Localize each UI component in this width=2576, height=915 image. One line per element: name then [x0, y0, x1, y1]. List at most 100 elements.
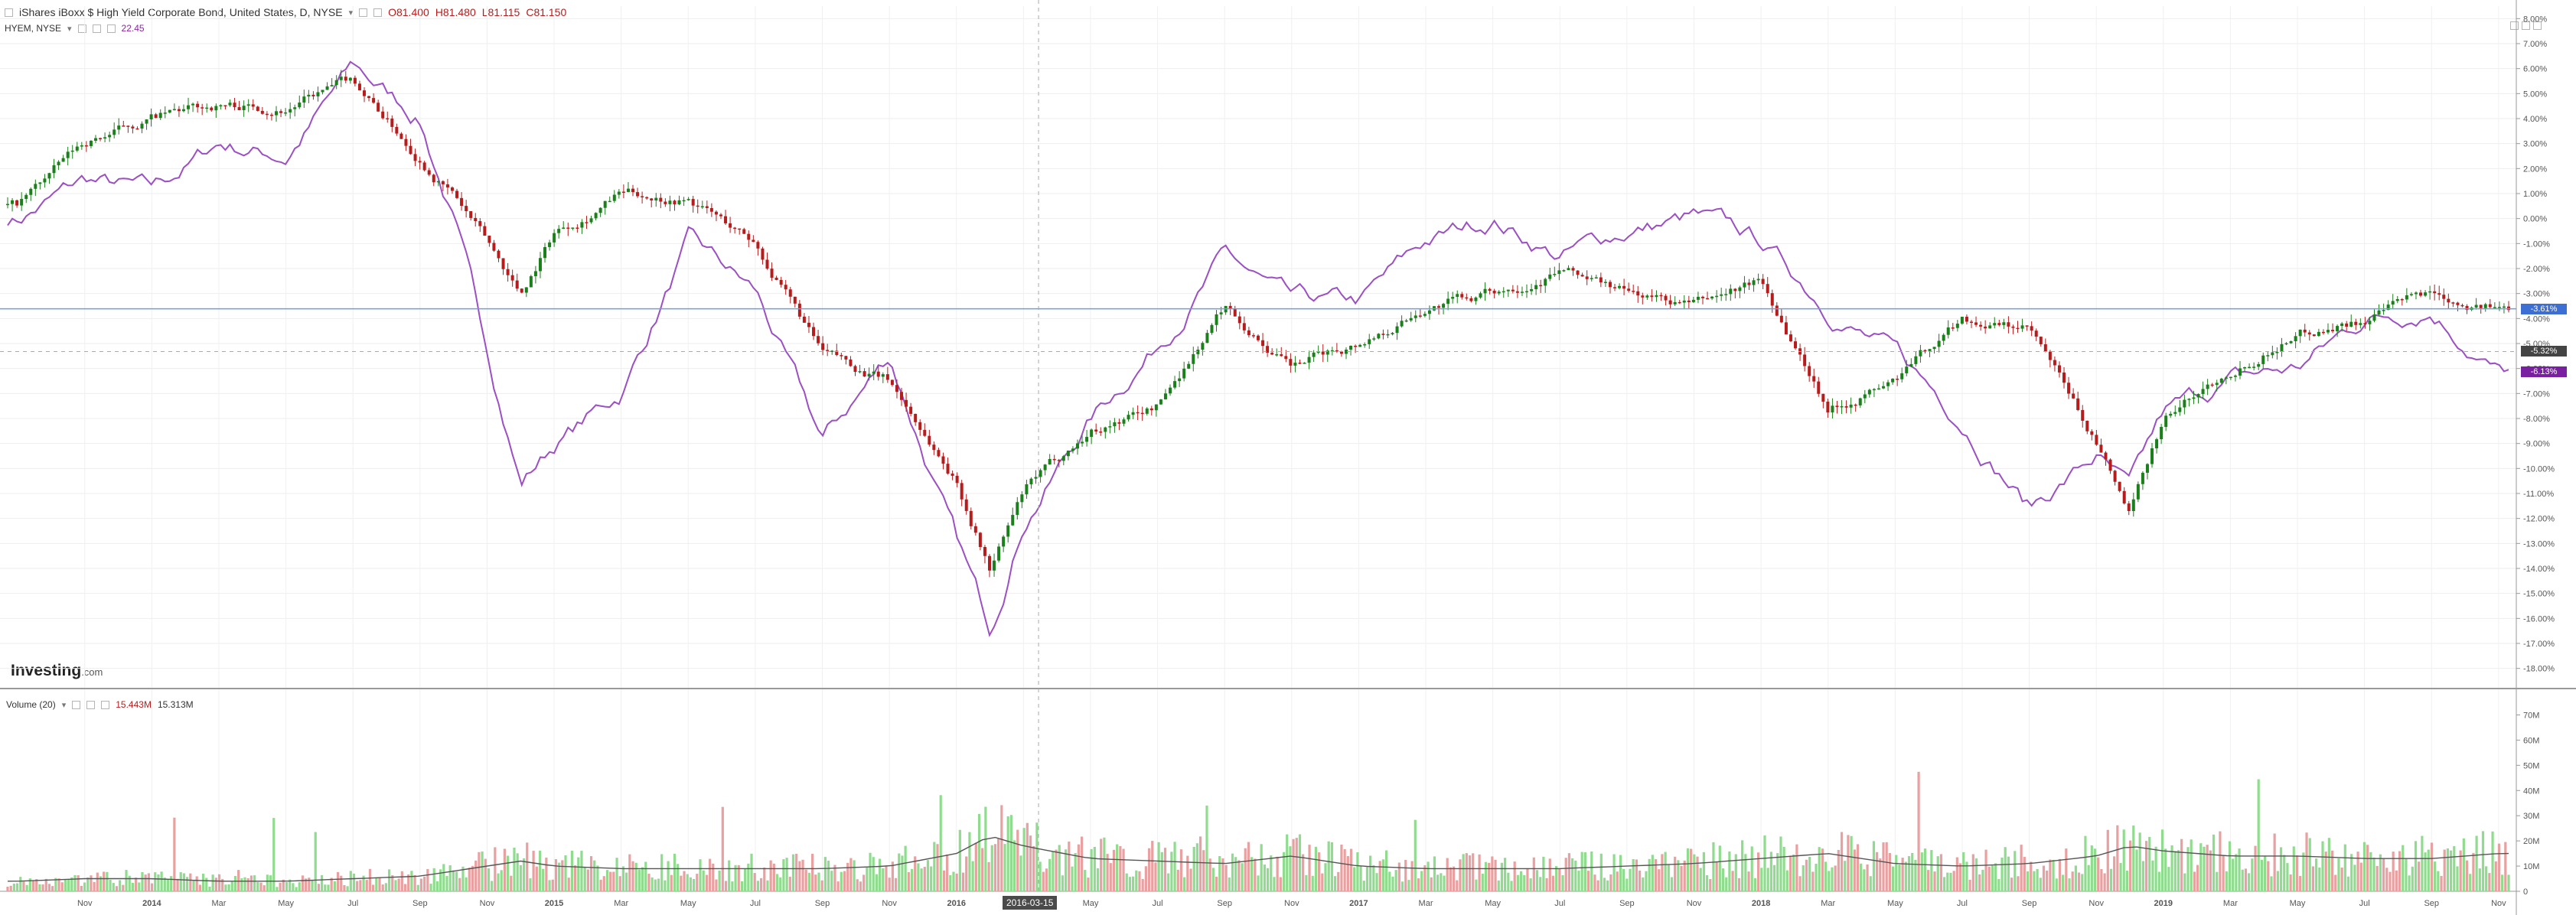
candle: [969, 510, 973, 526]
collapse-icon[interactable]: [5, 8, 13, 17]
visibility-icon[interactable]: [77, 24, 86, 33]
volume-bar: [618, 876, 621, 891]
candle: [1145, 408, 1149, 414]
volume-bar: [481, 852, 484, 891]
candle: [964, 499, 968, 511]
candle: [2349, 321, 2353, 327]
volume-bar: [981, 848, 984, 891]
volume-bar: [2389, 871, 2392, 891]
volume-bar: [494, 847, 497, 891]
candle: [1354, 345, 1358, 347]
close-icon[interactable]: [101, 700, 110, 709]
volume-bar: [419, 878, 423, 891]
volume-bar: [1712, 842, 1715, 891]
close-icon[interactable]: [106, 24, 116, 33]
candle: [1307, 357, 1311, 363]
price-tick-label: -17.00%: [2523, 640, 2555, 649]
candle: [2169, 413, 2173, 416]
volume-bar: [955, 873, 958, 891]
compare-symbol[interactable]: HYEM, NYSE: [5, 23, 62, 34]
candle: [1090, 429, 1094, 438]
volume-bar: [1635, 859, 1638, 891]
volume-bar: [673, 853, 677, 891]
chevron-down-icon[interactable]: ▾: [61, 700, 67, 710]
volume-bar: [295, 887, 298, 891]
maximize-icon[interactable]: [2533, 21, 2542, 30]
volume-bar: [2350, 854, 2353, 891]
volume-bar: [1497, 880, 1500, 891]
time-tick-label: May: [1485, 899, 1501, 908]
candle: [84, 145, 88, 147]
candle: [617, 191, 621, 195]
settings-icon[interactable]: [373, 8, 383, 17]
volume-bar: [403, 884, 407, 891]
volume-bar: [157, 874, 160, 891]
volume-bar: [1744, 854, 1747, 891]
candle: [928, 435, 931, 445]
candle: [2039, 337, 2043, 344]
volume-bar: [1879, 858, 1882, 891]
volume-bar: [397, 878, 400, 891]
volume-bar: [2446, 848, 2449, 891]
volume-bar: [596, 865, 599, 891]
candle: [325, 86, 329, 90]
volume-bar: [561, 860, 564, 891]
volume-label[interactable]: Volume (20): [6, 699, 56, 710]
candle: [1817, 381, 1821, 394]
volume-bar: [843, 871, 846, 891]
candle: [506, 269, 510, 275]
volume-bar: [977, 813, 981, 891]
volume-axis[interactable]: 70M 60M 50M 40M 30M 20M 10M 0: [2516, 711, 2539, 897]
volume-bar: [368, 868, 372, 891]
candle: [386, 118, 390, 120]
candle: [2465, 305, 2469, 311]
volume-bar: [170, 876, 173, 891]
visibility-icon[interactable]: [72, 700, 81, 709]
candle: [533, 271, 537, 277]
move-down-icon[interactable]: [2522, 21, 2530, 30]
volume-bar: [330, 878, 333, 891]
chevron-down-icon[interactable]: ▾: [67, 24, 72, 34]
volume-bar: [2225, 871, 2228, 891]
chevron-down-icon[interactable]: ▾: [348, 8, 354, 18]
volume-bar: [484, 858, 487, 891]
volume-bar: [2254, 845, 2257, 891]
candle: [2020, 325, 2024, 329]
volume-bar: [279, 882, 282, 891]
candle: [1446, 298, 1450, 304]
volume-bar: [2109, 868, 2113, 891]
volume-bar: [1257, 875, 1260, 891]
candle: [501, 258, 505, 269]
candle: [1335, 350, 1339, 352]
candle: [2108, 459, 2112, 471]
settings-icon[interactable]: [86, 700, 96, 709]
symbol-label[interactable]: iShares iBoxx $ High Yield Corporate Bon…: [19, 6, 343, 18]
visibility-icon[interactable]: [359, 8, 368, 17]
move-up-icon[interactable]: [2510, 21, 2519, 30]
volume-bar: [923, 867, 926, 891]
candle: [1520, 291, 1524, 293]
candle: [2479, 304, 2483, 308]
candle: [1867, 389, 1871, 395]
candle: [70, 150, 74, 152]
volume-bar: [1728, 851, 1731, 891]
volume-bar: [503, 848, 507, 891]
volume-bar: [1491, 856, 1494, 891]
settings-icon[interactable]: [92, 24, 101, 33]
volume-bar: [1661, 854, 1664, 891]
candle: [2257, 363, 2261, 367]
price-axis[interactable]: 8.00% 7.00% 6.00% 5.00% 4.00% 3.00% 2.00% 1.00%…: [2516, 15, 2555, 674]
volume-bar: [1927, 870, 1930, 891]
volume-bar: [2077, 872, 2081, 891]
volume-bar: [2430, 842, 2434, 891]
time-axis[interactable]: Nov 2014 Mar May Jul Sep Nov 2015 Mar May Jul Sep No…: [77, 899, 2506, 908]
volume-bars: [6, 771, 2510, 891]
volume-bar: [1968, 879, 1971, 891]
candle: [1483, 288, 1487, 294]
volume-bar: [1359, 866, 1362, 891]
volume-bar: [573, 865, 577, 891]
candle: [205, 107, 209, 109]
candle: [2136, 484, 2140, 500]
volume-bar: [1651, 855, 1654, 891]
